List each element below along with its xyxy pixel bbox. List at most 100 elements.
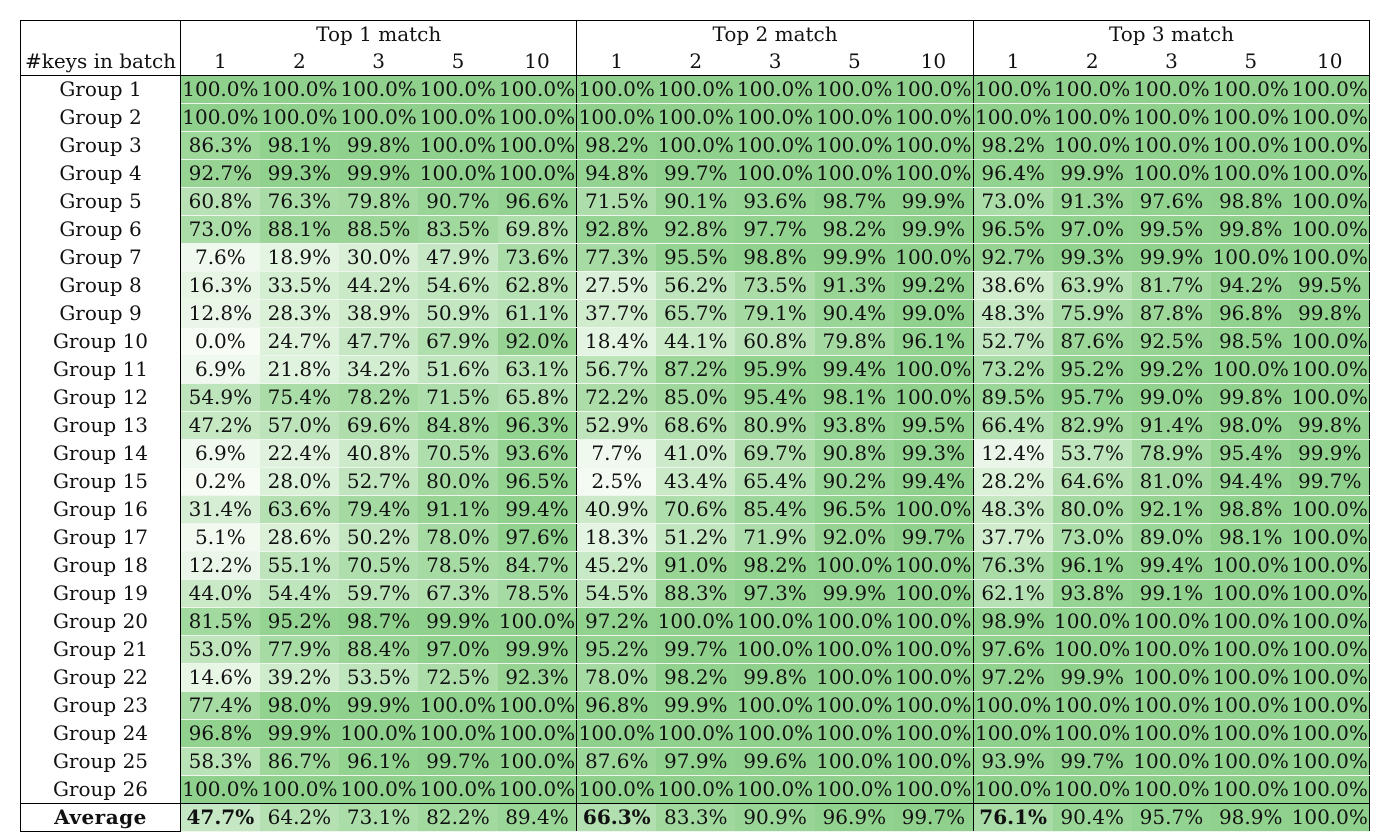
value-cell: 100.0% (814, 607, 894, 636)
table-row: Group 1 100.0% 100.0% 100.0% 100.0% 100.0% 100… (20, 75, 1371, 104)
value-cell: 93.6% (735, 187, 815, 216)
value-cell: 100.0% (973, 775, 1053, 804)
value-cell: 99.4% (893, 467, 974, 496)
value-cell: 0.2% (180, 467, 260, 496)
value-cell: 100.0% (1290, 691, 1371, 720)
table-row: Group 3 86.3% 98.1% 99.8% 100.0% 100.0% 98.2% 1… (20, 131, 1371, 160)
value-cell: 100.0% (814, 75, 894, 104)
value-cell: 100.0% (973, 719, 1053, 748)
value-cell: 99.5% (1131, 215, 1212, 244)
value-cell: 96.5% (973, 215, 1053, 244)
value-cell: 99.9% (814, 579, 894, 608)
value-cell: 66.4% (973, 411, 1053, 440)
key-header-g3-k3: 3 (1131, 48, 1212, 76)
value-cell: 100.0% (1131, 719, 1212, 748)
value-cell: 71.5% (576, 187, 657, 216)
value-cell: 97.0% (1052, 215, 1132, 244)
value-cell: 100.0% (1211, 551, 1291, 580)
value-cell: 70.5% (418, 439, 498, 468)
value-cell: 96.4% (973, 159, 1053, 188)
value-cell: 99.1% (1131, 579, 1212, 608)
value-cell: 6.9% (180, 355, 260, 384)
value-cell: 79.8% (339, 187, 419, 216)
value-cell: 97.6% (497, 523, 578, 552)
value-cell: 60.8% (180, 187, 260, 216)
value-cell: 100.0% (814, 131, 894, 160)
value-cell: 52.7% (973, 327, 1053, 356)
value-cell: 100.0% (418, 103, 498, 132)
key-header-g2-k5: 5 (814, 48, 894, 76)
value-cell: 30.0% (339, 243, 419, 272)
average-row: Average 47.7% 64.2% 73.1% 82.2% 89.4% 66.3% 83.… (20, 803, 1371, 832)
value-cell: 100.0% (1290, 159, 1371, 188)
average-value-cell: 76.1% (973, 803, 1053, 832)
value-cell: 100.0% (1052, 719, 1132, 748)
row-label: Group 17 (20, 523, 181, 552)
value-cell: 100.0% (893, 495, 974, 524)
value-cell: 100.0% (339, 103, 419, 132)
value-cell: 5.1% (180, 523, 260, 552)
key-header-g2-k2: 2 (656, 48, 736, 76)
value-cell: 99.9% (339, 159, 419, 188)
value-cell: 99.9% (893, 187, 974, 216)
value-cell: 59.7% (339, 579, 419, 608)
value-cell: 99.7% (893, 523, 974, 552)
row-label: Group 20 (20, 607, 181, 636)
value-cell: 67.3% (418, 579, 498, 608)
group-header-top2: Top 2 match (576, 20, 974, 48)
value-cell: 100.0% (893, 719, 974, 748)
value-cell: 97.6% (973, 635, 1053, 664)
row-label: Group 15 (20, 467, 181, 496)
value-cell: 93.6% (497, 439, 578, 468)
average-value-cell: 89.4% (497, 803, 578, 832)
value-cell: 12.4% (973, 439, 1053, 468)
value-cell: 100.0% (1290, 635, 1371, 664)
table-row: Group 4 92.7% 99.3% 99.9% 100.0% 100.0% 94.8% 9… (20, 159, 1371, 188)
value-cell: 100.0% (1052, 103, 1132, 132)
value-cell: 48.3% (973, 299, 1053, 328)
value-cell: 99.9% (339, 691, 419, 720)
value-cell: 99.8% (735, 663, 815, 692)
value-cell: 98.2% (576, 131, 657, 160)
value-cell: 96.3% (497, 411, 578, 440)
value-cell: 98.8% (1211, 495, 1291, 524)
value-cell: 79.4% (339, 495, 419, 524)
value-cell: 53.5% (339, 663, 419, 692)
value-cell: 100.0% (1211, 579, 1291, 608)
value-cell: 100.0% (1052, 691, 1132, 720)
row-label: Group 23 (20, 691, 181, 720)
average-value-cell: 96.9% (814, 803, 894, 832)
value-cell: 100.0% (497, 131, 578, 160)
value-cell: 89.0% (1131, 523, 1212, 552)
value-cell: 100.0% (1290, 663, 1371, 692)
value-cell: 83.5% (418, 215, 498, 244)
value-cell: 73.6% (497, 243, 578, 272)
value-cell: 100.0% (180, 103, 260, 132)
value-cell: 47.9% (418, 243, 498, 272)
value-cell: 62.8% (497, 271, 578, 300)
value-cell: 100.0% (1290, 495, 1371, 524)
value-cell: 91.3% (1052, 187, 1132, 216)
value-cell: 100.0% (1290, 579, 1371, 608)
value-cell: 100.0% (656, 131, 736, 160)
table-row: Group 6 73.0% 88.1% 88.5% 83.5% 69.8% 92.8% 92.… (20, 215, 1371, 244)
group-header-top3: Top 3 match (973, 20, 1371, 48)
value-cell: 50.9% (418, 299, 498, 328)
value-cell: 100.0% (1131, 635, 1212, 664)
value-cell: 54.9% (180, 383, 260, 412)
value-cell: 95.4% (1211, 439, 1291, 468)
value-cell: 99.5% (893, 411, 974, 440)
value-cell: 91.4% (1131, 411, 1212, 440)
value-cell: 0.0% (180, 327, 260, 356)
value-cell: 99.5% (1290, 271, 1371, 300)
value-cell: 100.0% (1052, 75, 1132, 104)
value-cell: 100.0% (893, 131, 974, 160)
value-cell: 73.0% (973, 187, 1053, 216)
value-cell: 100.0% (1211, 607, 1291, 636)
value-cell: 100.0% (735, 691, 815, 720)
value-cell: 98.0% (259, 691, 340, 720)
row-label: Group 8 (20, 271, 181, 300)
value-cell: 97.3% (735, 579, 815, 608)
value-cell: 100.0% (1211, 131, 1291, 160)
key-header-g3-k2: 2 (1052, 48, 1132, 76)
